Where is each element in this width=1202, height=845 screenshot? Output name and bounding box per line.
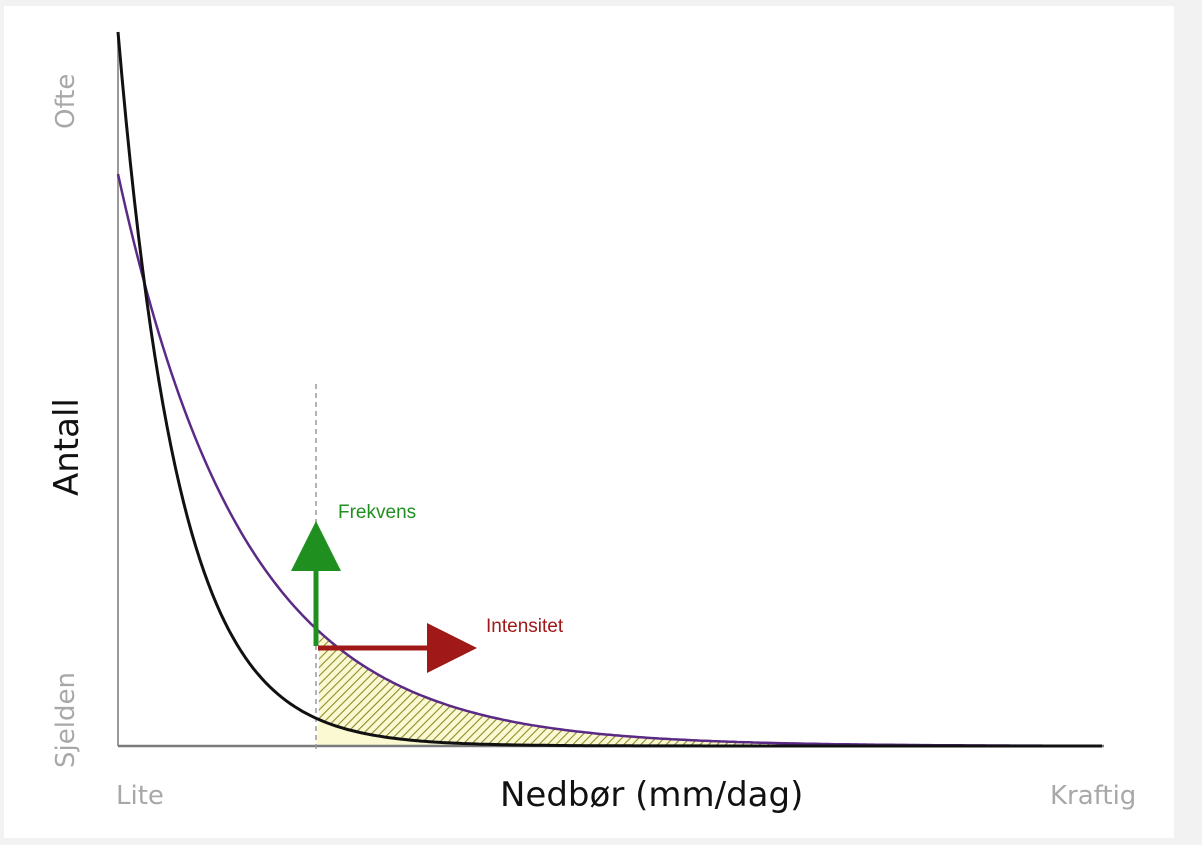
- x-axis-left-label: Lite: [116, 781, 164, 811]
- y-axis-title: Antall: [47, 398, 87, 496]
- intensity-label: Intensitet: [486, 616, 564, 637]
- y-axis-bottom-label: Sjelden: [51, 672, 81, 768]
- future-distribution-curve: [116, 173, 1102, 748]
- frequency-label: Frekvens: [338, 502, 416, 523]
- x-axis-title: Nedbør (mm/dag): [500, 775, 803, 815]
- increase-hatched-area: [318, 631, 1102, 746]
- precipitation-distribution-diagram: Frekvens Intensitet Ofte Antall Sjelden …: [47, 31, 1136, 815]
- lower-curve-tail-fill: [316, 719, 1102, 746]
- x-axis-right-label: Kraftig: [1050, 781, 1136, 811]
- y-axis-top-label: Ofte: [51, 74, 81, 129]
- figure-frame: Frekvens Intensitet Ofte Antall Sjelden …: [4, 6, 1174, 838]
- current-distribution-curve: [116, 31, 1102, 748]
